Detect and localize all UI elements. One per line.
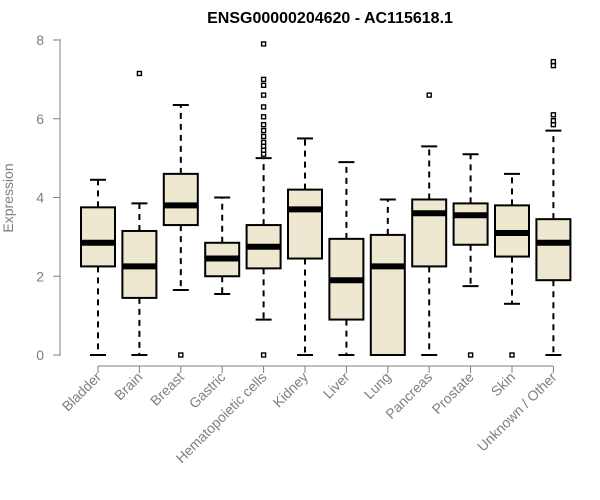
outlier-point [509, 352, 515, 358]
outlier-point [260, 121, 267, 128]
x-tick-label: Liver [320, 369, 353, 402]
y-axis-label: Expression [0, 163, 16, 232]
x-tick-label: Skin [488, 369, 519, 400]
x-tick-label: Brain [111, 369, 145, 403]
y-tick-label: 8 [36, 32, 44, 48]
box-kidney [287, 137, 323, 373]
y-tick-label: 2 [36, 268, 44, 284]
outlier-point [260, 82, 267, 88]
outlier-point [467, 352, 474, 358]
iqr-box [287, 188, 323, 260]
x-tick-label: Lung [361, 369, 394, 402]
outlier-point [260, 352, 267, 358]
iqr-box [80, 206, 116, 268]
outlier-point [260, 41, 267, 47]
iqr-box [452, 202, 489, 246]
iqr-box [535, 218, 572, 282]
box-lung [369, 198, 406, 373]
box-liver [328, 161, 365, 373]
outlier-point [550, 118, 557, 124]
outlier-point [550, 112, 557, 118]
box-breast [162, 103, 199, 373]
outlier-point [260, 92, 267, 98]
box-brain [121, 70, 158, 373]
y-ticks: 0 2 4 6 8 [36, 32, 60, 363]
chart-title: ENSG00000204620 - AC115618.1 [207, 10, 453, 27]
outlier-point [260, 139, 267, 146]
x-tick-label: Unknown / Other [474, 369, 560, 455]
boxes [80, 41, 572, 373]
outlier-point [260, 114, 267, 120]
box-pancreas [411, 92, 448, 373]
outlier-point [136, 70, 143, 77]
box-bladder [80, 178, 116, 373]
iqr-box [162, 172, 199, 227]
x-tick-label: Breast [147, 369, 187, 409]
box-skin [494, 172, 530, 373]
x-tick-label: Prostate [429, 369, 477, 417]
box-hematopoietic-cells [245, 41, 282, 373]
y-tick-label: 0 [36, 347, 44, 363]
box-gastric [204, 196, 241, 373]
box-prostate [452, 153, 489, 373]
y-tick-label: 4 [36, 190, 44, 206]
x-tick-label: Bladder [59, 369, 105, 415]
iqr-box [369, 233, 406, 356]
outlier-point [178, 352, 184, 358]
outlier-point [260, 104, 267, 110]
outlier-point [260, 133, 267, 140]
box-unknown-other [535, 58, 572, 373]
y-tick-label: 6 [36, 111, 44, 127]
x-tick-label: Kidney [270, 369, 312, 411]
iqr-box [411, 198, 448, 268]
outlier-point [550, 58, 557, 65]
outlier-point [260, 127, 267, 134]
outlier-point [260, 76, 267, 83]
outlier-point [426, 92, 432, 98]
